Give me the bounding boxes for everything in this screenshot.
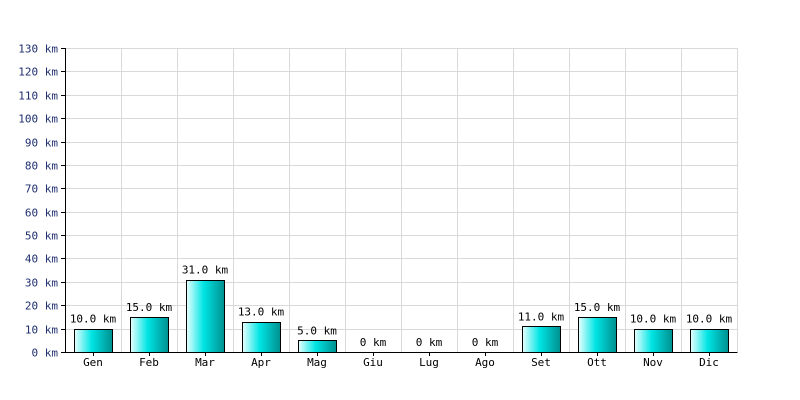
bar-mar <box>186 280 225 353</box>
x-tick-label: Giu <box>363 356 383 369</box>
data-label: 15.0 km <box>126 301 173 314</box>
y-tick-label: 70 km <box>25 183 58 196</box>
y-tick-label: 0 km <box>32 347 59 360</box>
grid-lines <box>65 48 738 353</box>
data-label: 0 km <box>416 336 443 349</box>
data-label: 15.0 km <box>574 301 621 314</box>
data-label: 0 km <box>472 336 499 349</box>
x-tick-label: Mag <box>307 356 327 369</box>
x-tick-label: Ott <box>587 356 607 369</box>
data-label: 11.0 km <box>518 310 565 323</box>
x-tick-label: Dic <box>699 356 719 369</box>
y-tick-label: 120 km <box>18 66 58 79</box>
data-label: 0 km <box>360 336 387 349</box>
x-tick-label: Lug <box>419 356 439 369</box>
bar-gen <box>74 329 113 353</box>
x-tick-label: Mar <box>195 356 215 369</box>
data-label: 5.0 km <box>297 324 337 337</box>
x-tick-label: Ago <box>475 356 495 369</box>
bar-feb <box>130 317 169 353</box>
y-tick-label: 20 km <box>25 300 58 313</box>
bar-set <box>522 326 561 353</box>
bar-ott <box>578 317 617 353</box>
x-tick-label: Feb <box>139 356 159 369</box>
y-tick-label: 80 km <box>25 160 58 173</box>
y-tick-label: 110 km <box>18 90 58 103</box>
labels: 0 km 10 km 20 km 30 km 40 km 50 km 60 km 70 km 8… <box>18 43 732 370</box>
x-tick-label: Set <box>531 356 551 369</box>
bar-mag <box>298 340 337 353</box>
data-label: 10.0 km <box>630 313 677 326</box>
y-tick-label: 130 km <box>18 43 58 56</box>
x-tick-label: Gen <box>83 356 103 369</box>
y-tick-label: 50 km <box>25 230 58 243</box>
y-tick-label: 60 km <box>25 207 58 220</box>
bars <box>74 280 729 353</box>
y-tick-label: 90 km <box>25 137 58 150</box>
axes <box>61 48 738 356</box>
data-label: 31.0 km <box>182 264 229 277</box>
bar-nov <box>634 329 673 353</box>
x-tick-label: Apr <box>251 356 271 369</box>
bar-apr <box>242 322 281 353</box>
data-label: 10.0 km <box>70 313 117 326</box>
y-tick-label: 100 km <box>18 113 58 126</box>
y-tick-label: 10 km <box>25 324 58 337</box>
y-tick-label: 40 km <box>25 253 58 266</box>
y-tick-label: 30 km <box>25 277 58 290</box>
bar-dic <box>690 329 729 353</box>
data-label: 10.0 km <box>686 313 733 326</box>
data-label: 13.0 km <box>238 306 285 319</box>
x-tick-label: Nov <box>643 356 663 369</box>
